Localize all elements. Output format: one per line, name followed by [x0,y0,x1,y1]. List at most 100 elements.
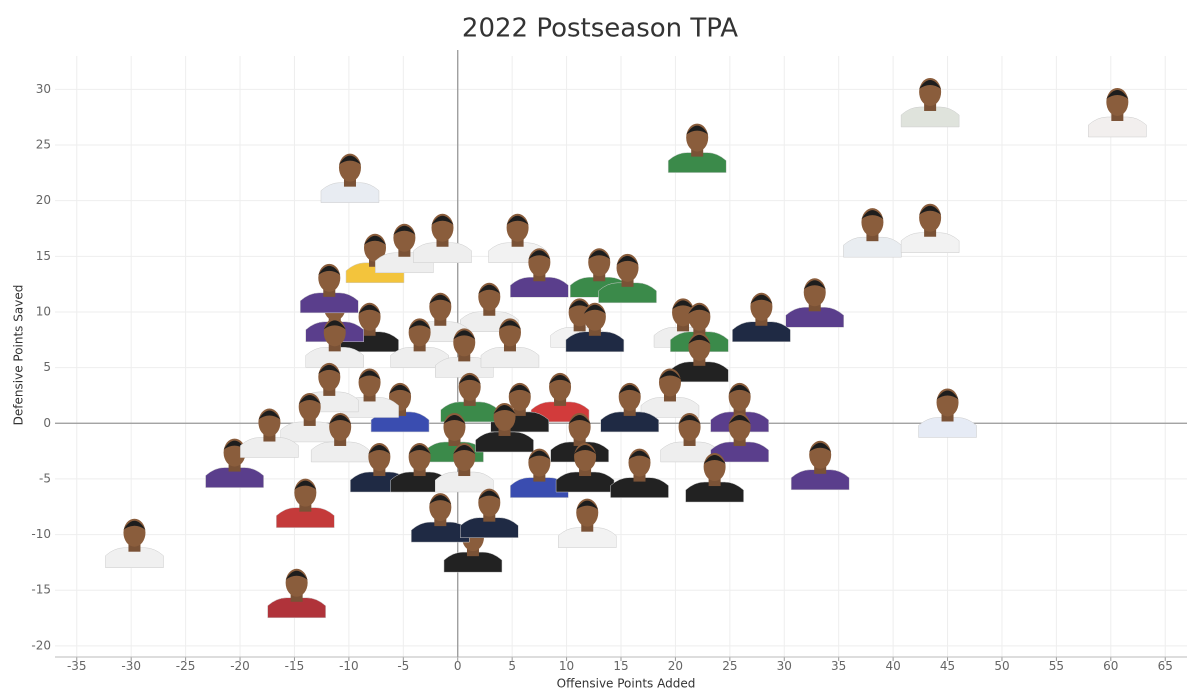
neck [436,238,449,247]
hair [258,410,281,420]
jersey [435,471,494,493]
jersey [785,307,844,328]
player-headshot [900,77,960,128]
player-headshot [843,208,902,258]
hair [583,304,606,314]
jersey [670,361,729,383]
neck [343,178,356,187]
player-headshot [460,488,519,538]
player-headshot [555,443,615,493]
jersey [276,507,335,528]
player-headshot [340,368,399,418]
hair [528,250,551,260]
neck [733,437,746,446]
player-headshot [413,213,472,264]
y-tick-label: 10 [36,304,51,318]
hair [498,320,521,330]
neck [621,278,634,287]
hair [458,374,481,384]
hair [294,480,317,490]
neck [708,478,721,487]
hair [576,500,599,510]
hair [688,304,711,314]
player-headshot [440,372,499,423]
player-headshot [435,443,494,493]
neck [483,513,496,522]
hair [750,294,773,304]
jersey [240,437,299,458]
neck [941,413,954,422]
neck [593,273,606,282]
player-headshot [790,440,850,491]
neck [1111,112,1124,121]
y-tick-label: -5 [39,471,51,485]
jersey [555,471,615,493]
x-tick-label: 65 [1158,659,1173,673]
player-headshot [276,478,335,528]
jersey [600,411,659,433]
neck [398,248,411,257]
neck [463,397,476,406]
hair [285,570,308,580]
hair [728,414,751,424]
hair [618,384,641,394]
player-headshot [710,412,769,463]
jersey [320,182,380,203]
jersey [390,347,449,368]
player-headshot [640,368,700,418]
neck [755,317,768,326]
hair [568,414,591,424]
hair [368,445,391,455]
player-headshot [598,253,657,304]
neck [303,417,316,426]
jersey [565,331,625,353]
x-tick-label: -5 [397,659,409,673]
neck [434,317,447,326]
player-headshot [475,402,534,453]
player-headshot [660,412,719,463]
y-tick-label: -20 [31,638,51,652]
player-headshot [685,453,744,503]
x-tick-label: -30 [121,659,141,673]
player-headshot [105,518,164,568]
x-tick-label: 45 [940,659,955,673]
hair [803,280,826,290]
neck [533,273,546,282]
jersey [443,551,503,573]
hair [728,384,751,394]
neck [623,407,636,416]
jersey [510,277,569,298]
x-tick-label: -25 [176,659,196,673]
hair [123,520,146,530]
hair [338,155,361,165]
player-headshot [280,392,339,443]
neck [369,258,382,267]
hair [919,79,942,89]
neck [290,593,303,602]
hair [919,205,942,215]
player-headshot [267,568,326,619]
y-tick-label: 15 [36,249,51,263]
neck [573,437,586,446]
neck [814,465,827,474]
x-tick-label: 60 [1103,659,1118,673]
neck [693,357,706,366]
hair [429,495,452,505]
neck [733,407,746,416]
hair [658,370,681,380]
player-headshot [390,443,449,493]
player-headshot [558,498,617,548]
y-tick-label: 5 [43,360,51,374]
x-tick-label: -20 [230,659,250,673]
player-headshot [345,233,405,284]
hair [568,300,591,310]
neck [663,393,676,402]
jersey [475,431,534,453]
neck [483,307,496,316]
player-headshot [411,493,470,543]
hair [478,490,501,500]
neck [299,503,312,512]
hair [478,284,501,294]
hair [549,374,572,384]
jersey [640,397,700,418]
